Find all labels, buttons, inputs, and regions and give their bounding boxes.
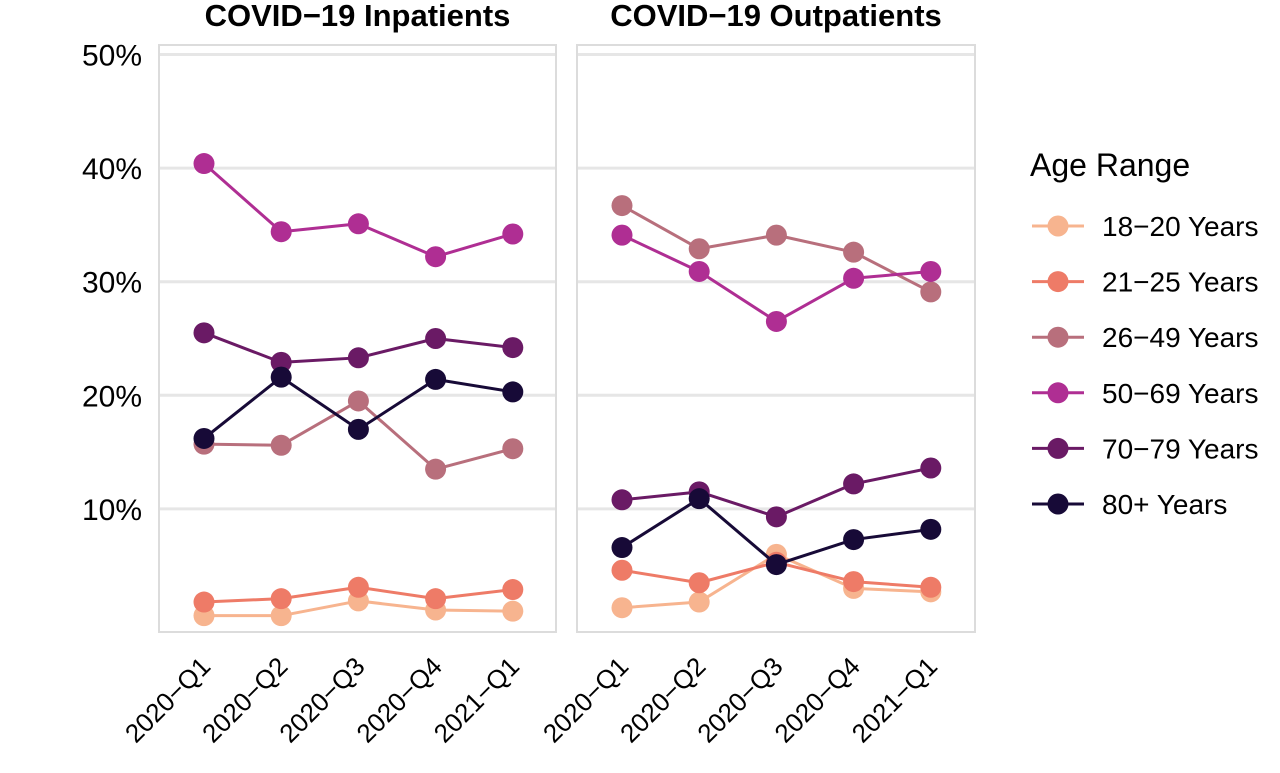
y-tick-label: 30% [82,267,142,300]
data-point [193,591,215,613]
data-point [270,605,292,627]
legend-label: 21−25 Years [1102,267,1259,298]
y-tick-label: 50% [82,40,142,73]
panel-inpatients: COVID−19 Inpatients2020−Q12020−Q22020−Q3… [119,0,557,748]
series-70-79-years [193,322,524,373]
legend-entry: 80+ Years [1032,489,1227,520]
data-point [502,337,524,359]
data-point [843,529,865,551]
legend-key-point [1047,271,1069,293]
series-line [621,204,932,294]
data-point [843,571,865,593]
data-point [502,600,524,622]
data-point [425,458,447,480]
y-tick-label: 40% [82,153,142,186]
x-tick-label: 2021−Q1 [428,651,525,748]
data-point [611,537,633,559]
data-point [193,427,215,449]
legend-label: 18−20 Years [1102,211,1259,242]
data-point [611,597,633,619]
data-point [688,572,710,594]
data-point [270,434,292,456]
data-point [425,328,447,349]
data-point [765,554,787,576]
data-point [270,221,292,243]
panel-outpatients: COVID−19 Outpatients2020−Q12020−Q22020−Q… [537,0,976,748]
legend-label: 70−79 Years [1102,433,1259,464]
panel-title: COVID−19 Outpatients [610,0,942,33]
series-line [203,162,514,259]
data-point [843,241,865,263]
legend-label: 26−49 Years [1102,322,1259,353]
data-point [347,213,369,235]
data-point [502,223,524,245]
data-point [765,310,787,332]
panel-title: COVID−19 Inpatients [205,0,511,33]
data-point [611,489,633,511]
data-point [920,457,942,479]
data-point [270,366,292,388]
legend-entry: 70−79 Years [1032,433,1259,464]
panel-frame [158,44,557,633]
data-point [688,238,710,260]
data-point [502,438,524,460]
data-point [688,591,710,613]
data-point [920,260,942,282]
legend-title: Age Range [1030,147,1190,183]
y-tick-label: 10% [82,494,142,527]
series-26-49-years [611,195,942,303]
legend: Age Range 18−20 Years 21−25 Years 26−49 Yea… [1030,147,1259,520]
legend-label: 80+ Years [1102,489,1227,520]
legend-entry: 21−25 Years [1032,267,1259,298]
series-21-25-years [193,576,524,613]
data-point [193,153,215,175]
data-point [347,418,369,440]
series-80-years [193,366,524,449]
legend-entry: 50−69 Years [1032,378,1259,409]
data-point [611,559,633,581]
data-point [843,473,865,495]
data-point [347,576,369,598]
series-80-years [611,488,942,576]
data-point [193,322,215,344]
data-point [765,224,787,246]
data-point [270,351,292,373]
data-point [688,260,710,282]
legend-label: 50−69 Years [1102,378,1259,409]
data-point [270,588,292,610]
data-point [425,246,447,268]
legend-entry: 26−49 Years [1032,322,1259,353]
data-point [347,390,369,412]
data-point [347,347,369,369]
data-point [502,381,524,403]
data-point [425,588,447,610]
data-point [920,281,942,303]
data-point [765,506,787,528]
legend-entry: 18−20 Years [1032,211,1259,242]
legend-key-point [1047,493,1069,515]
data-point [611,224,633,246]
legend-key-point [1047,326,1069,348]
data-point [843,267,865,289]
data-point [502,579,524,601]
data-point [920,576,942,598]
legend-key-point [1047,437,1069,459]
x-tick-label: 2021−Q1 [846,651,943,748]
series-50-69-years [611,224,942,332]
y-tick-label: 20% [82,380,142,413]
data-point [425,368,447,390]
legend-key-point [1047,215,1069,237]
data-point [611,195,633,217]
data-point [688,488,710,510]
panel-frame [576,44,976,633]
series-line [621,233,931,323]
legend-key-point [1047,382,1069,404]
series-70-79-years [611,457,942,528]
series-50-69-years [193,153,524,268]
data-point [920,518,942,540]
